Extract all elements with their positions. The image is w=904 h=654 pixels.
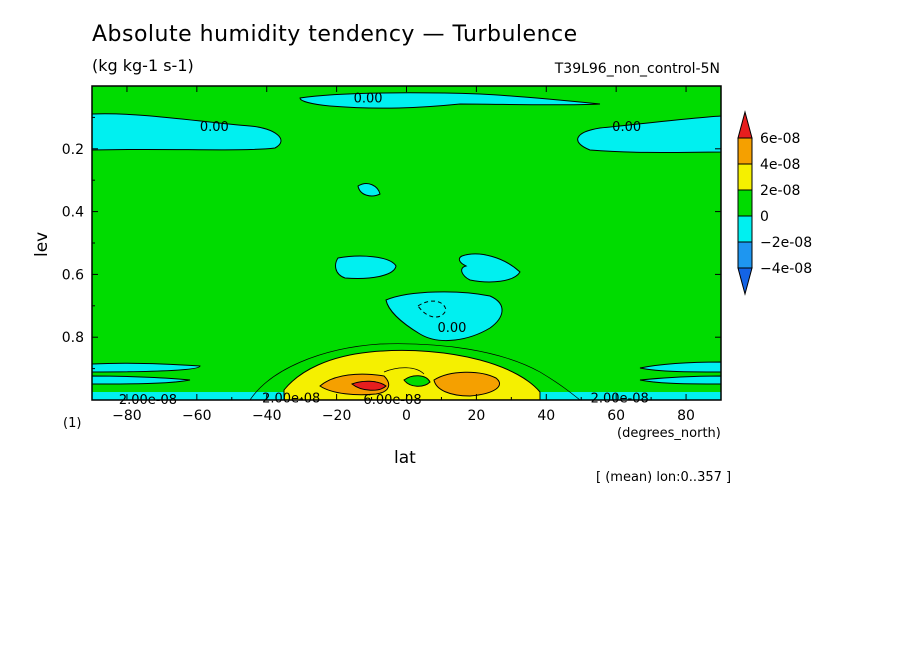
contour-label: 0.00 [437, 321, 466, 336]
colorbar-bottom-triangle [737, 267, 753, 296]
x-axis-ticks: −80 −60 −40 −20 0 20 40 60 80 [91, 86, 722, 424]
colorbar-segment [737, 189, 753, 217]
contour-label: 2.00e-08 [262, 391, 320, 406]
y-axis-ticks: 0.2 0.4 0.6 0.8 [62, 116, 721, 401]
region-neg-upper-right [577, 115, 721, 153]
colorbar-top-triangle [737, 110, 753, 139]
contour-labels: 0.00 0.00 0.00 0.00 2.00e-08 2.00e-08 6.00e-08… [119, 92, 649, 408]
y-tick-label: 0.4 [62, 205, 84, 221]
x-axis-label: lat [394, 448, 416, 468]
region-pos-red [351, 380, 387, 391]
colorbar-label: −4e-08 [760, 261, 812, 277]
contour-label: 6.00e-08 [363, 393, 421, 408]
x-tick-label: 40 [537, 408, 555, 424]
x-axis-units: (degrees_north) [617, 426, 721, 441]
x-tick-label: −40 [252, 408, 282, 424]
colorbar-label: 6e-08 [760, 131, 800, 147]
contour-pos-outer [249, 343, 581, 400]
region-neg-mid-right [458, 253, 521, 283]
x-tick-label: −80 [112, 408, 142, 424]
contour-label: 0.00 [354, 92, 383, 107]
x-tick-label: 0 [402, 408, 411, 424]
x-tick-label: 80 [677, 408, 695, 424]
contour-label: 0.00 [200, 120, 229, 135]
colorbar: 6e-08 4e-08 2e-08 0 −2e-08 −4e-08 [737, 110, 812, 296]
colorbar-segment [737, 215, 753, 243]
chart-units: (kg kg-1 s-1) [92, 56, 194, 75]
region-neg-small [357, 183, 381, 197]
colorbar-label: −2e-08 [760, 235, 812, 251]
region-pos-orange-right [433, 371, 501, 397]
colorbar-label: 0 [760, 209, 769, 225]
contour-label: 2.00e-08 [119, 393, 177, 408]
region-neg-surface-left2 [92, 375, 191, 385]
y-tick-label: 0.8 [62, 330, 84, 346]
region-pos-green-core [403, 375, 431, 387]
x-tick-label: 20 [467, 408, 485, 424]
run-name: T39L96_non_control-5N [554, 61, 720, 77]
plot-area: 0.00 0.00 0.00 0.00 2.00e-08 2.00e-08 6.00e-08… [62, 85, 722, 424]
y-tick-label: 0.2 [62, 142, 84, 158]
x-tick-label: −60 [182, 408, 212, 424]
contour-label: 2.00e-08 [591, 391, 649, 406]
x-tick-label: 60 [607, 408, 625, 424]
mean-note: [ (mean) lon:0..357 ] [596, 470, 732, 485]
colorbar-segment [737, 137, 753, 165]
footnote: (1) [63, 416, 82, 431]
colorbar-segment [737, 241, 753, 269]
contour-pos-inner [383, 367, 425, 375]
y-tick-label: 0.6 [62, 267, 84, 283]
colorbar-segment [737, 163, 753, 191]
colorbar-label: 2e-08 [760, 183, 800, 199]
region-neg-surface-right2 [639, 375, 721, 385]
x-tick-label: −20 [322, 408, 352, 424]
region-neg-top [299, 92, 601, 109]
region-neg-lower [385, 291, 503, 341]
region-neg-mid-left [335, 255, 397, 279]
region-neg-surface-right [639, 361, 721, 373]
region-neg-surface-left [92, 362, 201, 373]
colorbar-label: 4e-08 [760, 157, 800, 173]
contour-label: 0.00 [612, 120, 641, 135]
chart-title: Absolute humidity tendency — Turbulence [92, 22, 578, 47]
region-neg-upper-left [92, 113, 282, 151]
